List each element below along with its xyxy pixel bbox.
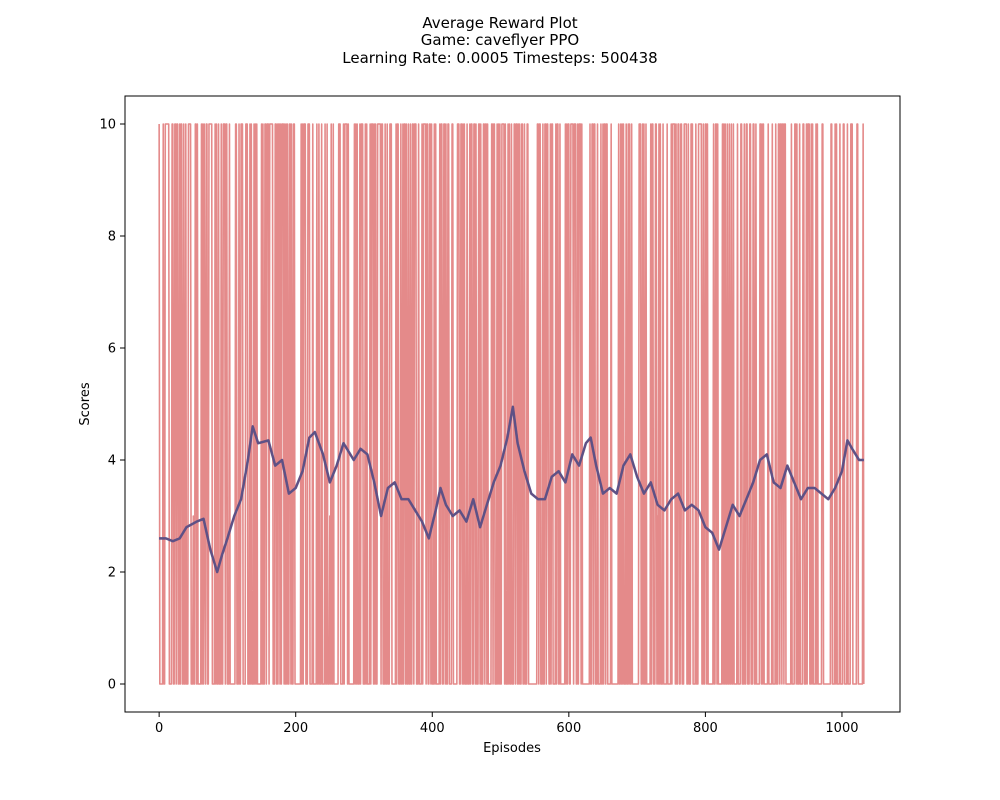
x-axis: 0 200 400 600 800 1000 <box>155 712 859 736</box>
x-tick-label: 800 <box>693 721 718 736</box>
y-tick-label: 10 <box>99 118 116 133</box>
x-axis-label: Episodes <box>483 741 541 756</box>
x-tick-label: 600 <box>556 721 581 736</box>
y-tick-label: 8 <box>108 230 116 245</box>
x-tick-label: 400 <box>420 721 445 736</box>
y-axis-label: Scores <box>78 382 93 425</box>
y-tick-label: 4 <box>108 454 116 469</box>
plot-frame <box>124 95 901 713</box>
y-tick-label: 0 <box>108 678 116 693</box>
y-axis: 0 2 4 6 8 10 <box>99 118 125 693</box>
y-tick-label: 6 <box>108 342 116 357</box>
chart-subtitle-params: Learning Rate: 0.0005 Timesteps: 500438 <box>342 49 658 67</box>
y-tick-label: 2 <box>108 566 116 581</box>
x-tick-label: 0 <box>155 721 163 736</box>
moving-average-series <box>159 405 864 574</box>
x-tick-label: 1000 <box>825 721 858 736</box>
raw-scores-series <box>158 123 865 685</box>
chart-title: Average Reward Plot <box>422 14 578 32</box>
raw-scores-line <box>158 123 865 685</box>
chart-subtitle-game: Game: caveflyer PPO <box>420 31 580 49</box>
x-tick-label: 200 <box>283 721 308 736</box>
moving-average-overlay-line <box>159 405 864 574</box>
